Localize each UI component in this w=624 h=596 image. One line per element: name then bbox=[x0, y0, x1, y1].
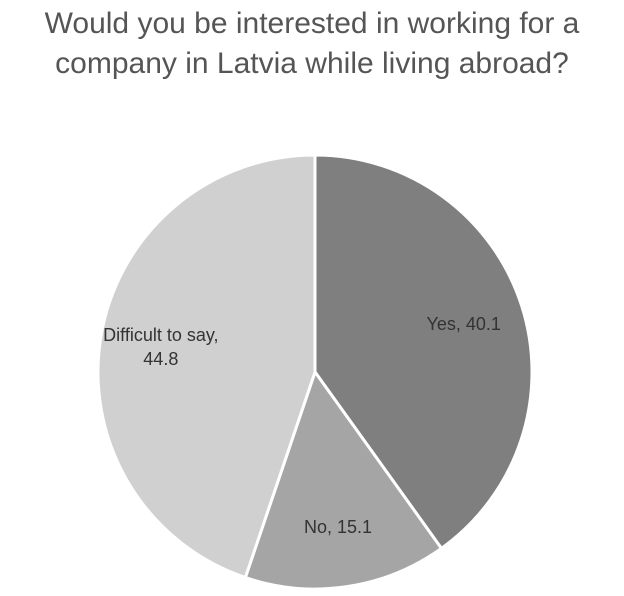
pie-slice bbox=[313, 153, 534, 551]
data-label: Yes, 40.1 bbox=[426, 314, 501, 335]
chart-title: Would you be interested in working for a… bbox=[44, 7, 580, 80]
pie-slice bbox=[243, 368, 444, 591]
pie-slice bbox=[96, 153, 317, 580]
data-label: No, 15.1 bbox=[303, 516, 372, 537]
data-label: Difficult to say, 44.8 bbox=[103, 324, 219, 369]
